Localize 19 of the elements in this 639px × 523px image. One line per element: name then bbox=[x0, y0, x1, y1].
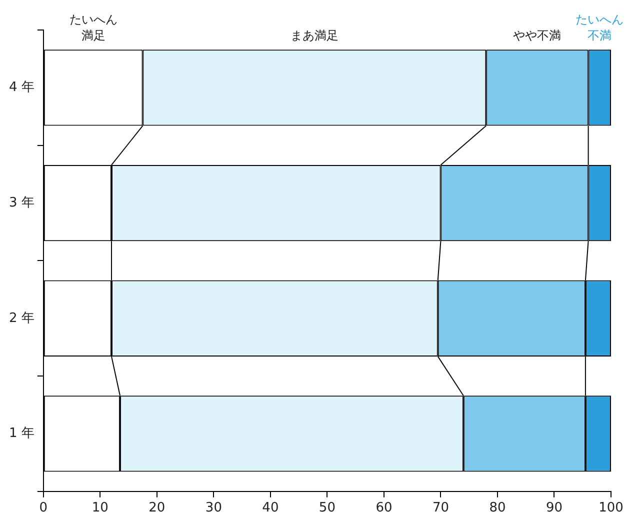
y-tick-label: 1 年 bbox=[8, 426, 34, 442]
y-tick-label: 2 年 bbox=[8, 310, 34, 326]
x-tick-label: 60 bbox=[376, 500, 392, 516]
x-tick-label: 0 bbox=[39, 500, 48, 516]
y-tick-label: 4 年 bbox=[8, 80, 34, 96]
x-tick-label: 10 bbox=[92, 500, 108, 516]
x-tick-label: 100 bbox=[598, 500, 624, 516]
series-label: まあ満足 bbox=[290, 28, 338, 43]
y-tick-label: 3 年 bbox=[8, 195, 34, 210]
x-tick-label: 70 bbox=[432, 500, 449, 516]
x-tick-label: 80 bbox=[489, 500, 506, 516]
x-tick-label: 40 bbox=[262, 500, 279, 516]
series-label: たいへん満足 bbox=[69, 12, 118, 43]
series-label: やや不満 bbox=[513, 28, 562, 43]
series-label: たいへん不満 bbox=[576, 12, 624, 43]
x-tick-label: 90 bbox=[546, 500, 563, 516]
x-tick-label: 30 bbox=[205, 500, 222, 516]
x-tick-label: 20 bbox=[148, 500, 166, 516]
x-tick-label: 50 bbox=[318, 500, 336, 516]
